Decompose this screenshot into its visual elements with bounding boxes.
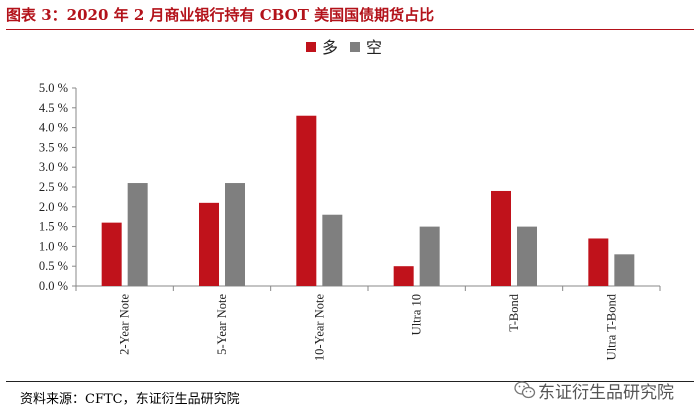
wechat-icon: [514, 381, 536, 399]
y-tick-label: 0.0 %: [39, 279, 68, 293]
legend-swatch-long: [306, 42, 316, 52]
footer-divider: [6, 381, 694, 382]
bar-long: [588, 238, 609, 286]
y-tick-label: 4.0 %: [39, 121, 68, 135]
legend-swatch-short: [350, 42, 360, 52]
y-tick-label: 3.0 %: [39, 160, 68, 174]
title-divider: [6, 29, 694, 30]
y-tick-label: 2.0 %: [39, 200, 68, 214]
watermark: 东证衍生品研究院: [514, 378, 696, 412]
y-tick-label: 4.5 %: [39, 101, 68, 115]
bar-short: [517, 226, 537, 286]
x-tick-label: 10-Year Note: [312, 294, 326, 362]
source-note: 资料来源：CFTC，东证衍生品研究院: [20, 392, 240, 407]
bar-long: [393, 266, 414, 286]
bar-short: [419, 226, 440, 286]
y-tick-label: 3.5 %: [39, 140, 68, 154]
chart-title: 图表 3：2020 年 2 月商业银行持有 CBOT 美国国债期货占比: [6, 6, 435, 24]
legend-label-short: 空: [366, 38, 382, 57]
y-tick-label: 0.5 %: [39, 259, 68, 273]
x-tick-label: T-Bond: [507, 293, 521, 331]
legend-label-long: 多: [322, 38, 338, 57]
bar-short: [614, 254, 635, 286]
y-tick-label: 1.0 %: [39, 239, 68, 253]
bar-long: [491, 190, 511, 286]
y-tick-label: 2.5 %: [39, 180, 68, 194]
y-tick-label: 1.5 %: [39, 220, 68, 234]
bar-short: [225, 183, 245, 286]
bar-chart: 多 空 0.0 % 0.5 % 1.0 % 1.5 % 2.0 % 2.5 % 3.0 % 3.5…: [39, 38, 661, 362]
watermark-text: 东证衍生品研究院: [538, 383, 674, 403]
x-tick-label: Ultra T-Bond: [604, 293, 618, 360]
y-tick-label: 5.0 %: [39, 81, 68, 95]
bar-long: [296, 115, 317, 286]
x-tick-label: Ultra 10: [410, 294, 424, 335]
bar-short: [127, 183, 148, 286]
bar-short: [322, 214, 343, 286]
bar-long: [199, 202, 219, 286]
bar-long: [101, 222, 122, 286]
x-tick-label: 5-Year Note: [215, 294, 229, 355]
x-tick-label: 2-Year Note: [118, 294, 132, 355]
